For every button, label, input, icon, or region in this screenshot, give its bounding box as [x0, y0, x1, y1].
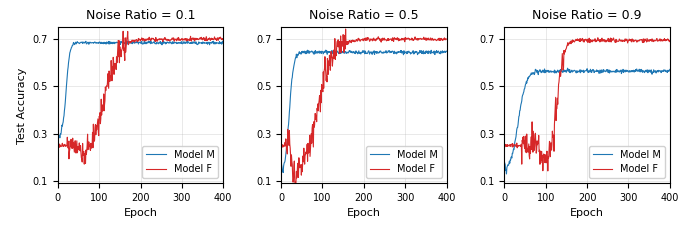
Title: Noise Ratio = 0.1: Noise Ratio = 0.1: [86, 9, 195, 22]
Model M: [560, 70, 568, 73]
Legend: Model M, Model F: Model M, Model F: [366, 146, 441, 178]
Model F: [277, 144, 285, 146]
Model M: [443, 50, 451, 53]
Model F: [337, 51, 345, 54]
Model F: [145, 36, 153, 39]
Model F: [341, 28, 350, 30]
Model F: [500, 144, 509, 147]
Model F: [137, 36, 146, 39]
Model M: [277, 159, 285, 161]
Model M: [500, 161, 509, 164]
Model M: [564, 67, 572, 70]
Model M: [137, 42, 146, 45]
Model M: [75, 42, 84, 44]
Model M: [322, 49, 330, 52]
X-axis label: Epoch: Epoch: [124, 208, 158, 218]
Model F: [160, 38, 168, 41]
Model F: [119, 30, 127, 33]
Model F: [399, 38, 407, 41]
Model M: [160, 40, 168, 43]
Title: Noise Ratio = 0.5: Noise Ratio = 0.5: [309, 9, 419, 22]
Model M: [299, 52, 307, 54]
Model M: [219, 42, 227, 45]
Model M: [337, 50, 345, 53]
Model M: [114, 41, 122, 44]
Model F: [292, 192, 300, 194]
Model M: [607, 71, 615, 73]
Model F: [80, 163, 88, 166]
Model M: [666, 68, 674, 71]
Model F: [607, 37, 615, 39]
Model F: [114, 47, 122, 50]
Model F: [299, 155, 307, 157]
Model M: [175, 41, 184, 44]
Model M: [399, 52, 407, 54]
Model M: [384, 51, 392, 54]
Model M: [584, 71, 592, 74]
Model F: [592, 38, 600, 41]
Line: Model M: Model M: [281, 50, 447, 173]
Model M: [369, 53, 377, 56]
Model F: [175, 38, 184, 40]
Line: Model M: Model M: [505, 68, 670, 174]
Title: Noise Ratio = 0.9: Noise Ratio = 0.9: [532, 9, 642, 22]
Model M: [279, 171, 287, 174]
Model F: [560, 53, 568, 55]
Model F: [443, 38, 451, 40]
Model M: [145, 40, 153, 43]
Model F: [75, 142, 84, 144]
Model M: [592, 70, 600, 73]
Legend: Model M, Model F: Model M, Model F: [589, 146, 665, 178]
Line: Model M: Model M: [58, 41, 223, 138]
Model F: [369, 39, 377, 42]
Model F: [219, 39, 227, 41]
Model F: [361, 39, 369, 41]
Model F: [544, 170, 552, 172]
Model F: [622, 38, 630, 41]
Model M: [622, 70, 630, 73]
Line: Model F: Model F: [58, 31, 223, 164]
Model F: [594, 36, 602, 39]
Model M: [54, 137, 63, 139]
Model M: [361, 51, 369, 54]
X-axis label: Epoch: Epoch: [570, 208, 604, 218]
Model F: [584, 41, 592, 44]
Line: Model F: Model F: [505, 38, 670, 171]
Model F: [384, 39, 392, 41]
Model M: [522, 80, 530, 83]
Model F: [54, 144, 62, 147]
Model F: [522, 135, 530, 137]
Y-axis label: Test Accuracy: Test Accuracy: [17, 67, 27, 144]
Model F: [666, 39, 674, 42]
Legend: Model M, Model F: Model M, Model F: [143, 146, 218, 178]
Line: Model F: Model F: [281, 29, 447, 193]
Model M: [54, 136, 62, 139]
Model M: [503, 173, 511, 175]
X-axis label: Epoch: Epoch: [347, 208, 381, 218]
Model M: [184, 39, 192, 42]
